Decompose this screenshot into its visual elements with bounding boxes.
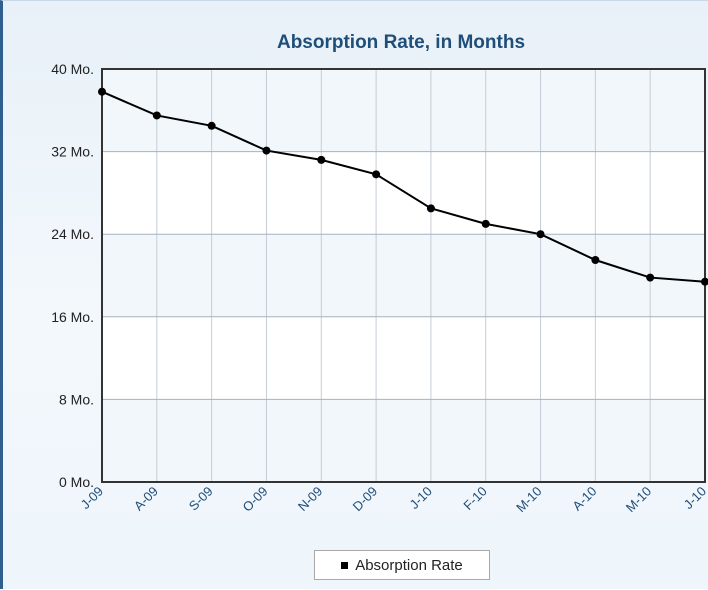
data-point	[646, 273, 655, 282]
y-tick-label: 24 Mo.	[51, 226, 94, 242]
x-tick-label: S-09	[186, 484, 216, 514]
data-point	[372, 170, 381, 179]
line-chart: 0 Mo.8 Mo.16 Mo.24 Mo.32 Mo.40 Mo.J-09 A-…	[51, 61, 708, 516]
x-tick-label: O-09	[240, 484, 271, 515]
data-point	[701, 277, 708, 286]
data-point	[152, 111, 161, 120]
x-tick-label: A-09	[131, 484, 161, 514]
y-tick-label: 40 Mo.	[51, 61, 94, 77]
plot-band	[102, 399, 705, 482]
y-tick-label: 16 Mo.	[51, 309, 94, 325]
data-point	[591, 256, 600, 265]
series-line	[101, 90, 706, 283]
x-tick-label: J-10	[407, 484, 435, 512]
x-tick-label: N-09	[295, 484, 326, 515]
x-tick-label: J-10	[681, 484, 708, 512]
data-point	[426, 204, 435, 213]
x-tick-label: D-09	[350, 484, 381, 515]
data-point	[536, 230, 545, 239]
y-tick-label: 32 Mo.	[51, 144, 94, 160]
legend[interactable]: Absorption Rate	[314, 550, 490, 580]
legend-label: Absorption Rate	[355, 556, 463, 574]
data-point	[262, 146, 271, 155]
x-tick-label: F-10	[460, 484, 490, 514]
plot-frame	[101, 68, 706, 483]
data-point	[207, 121, 216, 130]
y-tick-label: 0 Mo.	[59, 474, 94, 490]
y-tick-label: 8 Mo.	[59, 391, 94, 407]
data-point	[481, 219, 490, 228]
x-tick-label: M-10	[513, 484, 545, 516]
legend-swatch	[341, 561, 349, 569]
data-point	[317, 155, 326, 164]
x-tick-label: A-10	[569, 484, 599, 514]
data-point	[98, 87, 106, 96]
chart-title: Absorption Rate, in Months	[276, 32, 526, 53]
plot-band	[102, 69, 705, 152]
plot-band	[102, 234, 705, 317]
x-tick-label: M-10	[623, 484, 655, 516]
